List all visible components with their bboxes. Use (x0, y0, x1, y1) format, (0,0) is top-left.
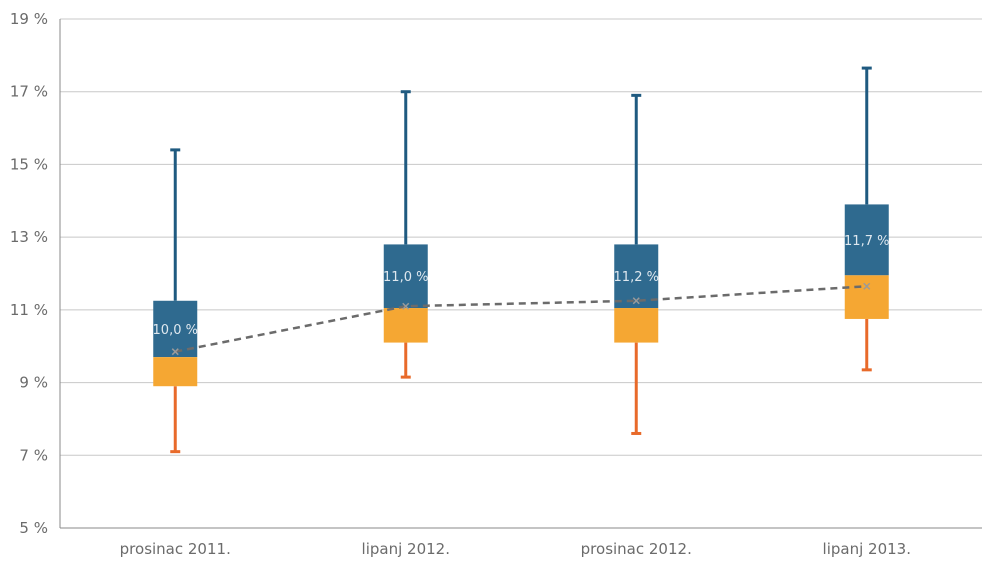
y-tick-label: 15 % (10, 155, 48, 173)
lower-box (614, 308, 659, 343)
y-tick-label: 17 % (10, 83, 48, 101)
x-category-label: lipanj 2013. (823, 540, 911, 558)
mean-trend (171, 282, 871, 356)
mean-marker (171, 348, 179, 356)
data-labels: 10,0 % 11,0 % 11,2 % 11,7 % (153, 234, 890, 338)
upper-box (383, 244, 428, 309)
x-category-label: prosinac 2012. (581, 540, 692, 558)
mean-marker-stroke (632, 297, 640, 305)
grid-lines (60, 18, 982, 529)
lower-box (153, 357, 198, 387)
mean-marker (863, 282, 871, 290)
y-tick-labels: 5 % 7 % 9 % 11 % 13 % 15 % 17 % 19 % (10, 10, 48, 537)
upper-box (844, 204, 889, 276)
y-tick-label: 5 % (19, 519, 48, 537)
axes (59, 19, 982, 529)
mean-marker-stroke (402, 302, 410, 310)
mean-line (175, 284, 867, 353)
data-label: 11,7 % (844, 234, 889, 249)
y-tick-label: 11 % (10, 301, 48, 319)
data-label: 10,0 % (153, 323, 198, 338)
upper-box (614, 244, 659, 309)
mean-marker (402, 302, 410, 310)
lower-box (844, 275, 889, 319)
mean-marker (632, 297, 640, 305)
y-tick-label: 9 % (19, 374, 48, 392)
y-tick-label: 7 % (19, 446, 48, 464)
y-tick-label: 19 % (10, 10, 48, 28)
mean-marker-stroke (863, 282, 871, 290)
y-tick-label: 13 % (10, 228, 48, 246)
lower-box (383, 308, 428, 343)
mean-marker-stroke (171, 348, 179, 356)
data-label: 11,0 % (383, 270, 428, 285)
x-category-label: prosinac 2011. (120, 540, 231, 558)
data-label: 11,2 % (614, 270, 659, 285)
x-category-labels: prosinac 2011. lipanj 2012. prosinac 2012.… (120, 540, 911, 558)
x-category-label: lipanj 2012. (362, 540, 450, 558)
boxes (153, 66, 889, 454)
